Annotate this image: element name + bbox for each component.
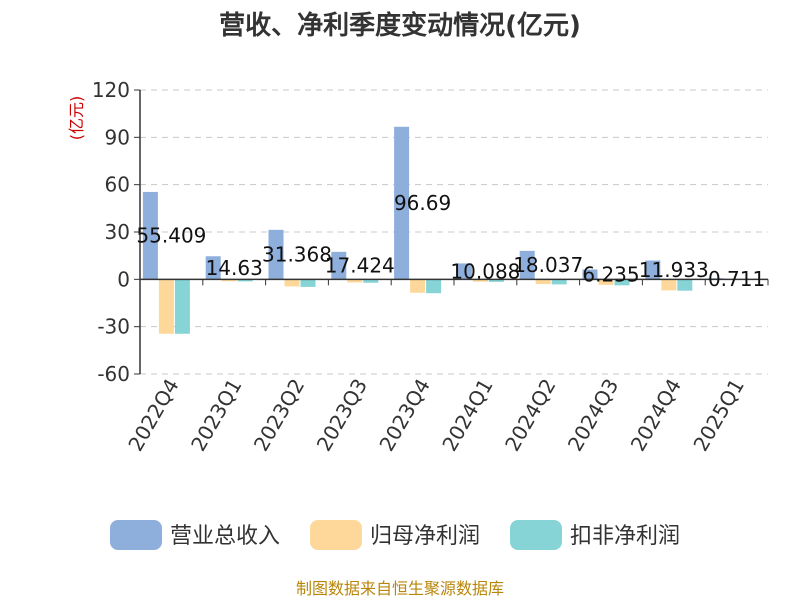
data-label: 17.424 xyxy=(325,254,395,278)
y-tick-label: 30 xyxy=(105,220,130,244)
x-tick-label: 2024Q1 xyxy=(437,375,497,456)
legend: 营业总收入 归母净利润 扣非净利润 xyxy=(110,520,680,550)
bar-2-2023Q4 xyxy=(410,279,426,293)
bar-3-2022Q4 xyxy=(174,279,190,334)
gridlines xyxy=(140,89,768,375)
y-tick-label: 0 xyxy=(117,267,130,291)
bar-1-2024Q2 xyxy=(519,250,535,280)
y-tick-label: -60 xyxy=(97,362,130,386)
x-axis-ticks: 2022Q4 2023Q1 2023Q2 2023Q3 2023Q4 2024Q1 2024… xyxy=(123,279,769,456)
data-label: 96.69 xyxy=(394,191,451,215)
x-tick-label: 2024Q2 xyxy=(500,375,560,456)
bar-2-2023Q2 xyxy=(284,279,300,287)
y-tick-label: 120 xyxy=(92,78,130,102)
bar-1-2022Q4 xyxy=(142,191,158,280)
data-label: 0.711 xyxy=(708,267,765,291)
x-tick-label: 2023Q2 xyxy=(249,375,309,456)
bar-1-2024Q4 xyxy=(645,260,661,280)
bar-3-2023Q4 xyxy=(426,279,442,294)
legend-swatch xyxy=(510,520,562,550)
data-label: 55.409 xyxy=(136,224,206,248)
bar-3-2024Q2 xyxy=(551,279,567,285)
data-label: 6.235 xyxy=(582,262,639,286)
x-tick-label: 2022Q4 xyxy=(123,375,183,456)
bars xyxy=(142,126,756,334)
data-label: 31.368 xyxy=(262,243,332,267)
bar-3-2024Q1 xyxy=(488,279,504,282)
x-tick-label: 2024Q4 xyxy=(626,375,686,456)
bar-1-2024Q1 xyxy=(456,263,472,280)
legend-label: 扣非净利润 xyxy=(570,524,680,549)
x-tick-label: 2025Q1 xyxy=(688,375,748,456)
bar-3-2023Q3 xyxy=(363,279,379,283)
bar-3-2024Q3 xyxy=(614,279,630,286)
y-tick-label: -30 xyxy=(97,315,130,339)
y-tick-label: 60 xyxy=(105,173,130,197)
source-note: 制图数据来自恒生聚源数据库 xyxy=(296,579,504,598)
bar-3-2023Q2 xyxy=(300,279,316,287)
y-axis-ticks: 120 90 60 30 0 -30 -60 xyxy=(92,78,140,386)
legend-swatch xyxy=(110,520,162,550)
bar-2-2023Q3 xyxy=(347,279,363,283)
legend-label: 营业总收入 xyxy=(170,524,280,549)
data-label: 18.037 xyxy=(513,253,583,277)
bar-3-2024Q4 xyxy=(677,279,693,291)
data-label: 10.088 xyxy=(450,259,520,283)
bar-2-2022Q4 xyxy=(158,279,174,334)
x-tick-label: 2023Q3 xyxy=(312,375,372,456)
bar-2-2024Q3 xyxy=(598,279,614,285)
legend-swatch xyxy=(310,520,362,550)
bar-2-2024Q2 xyxy=(535,279,551,285)
bar-1-2023Q1 xyxy=(205,256,221,280)
y-tick-label: 90 xyxy=(105,125,130,149)
y-axis-unit: (亿元) xyxy=(67,96,86,141)
bar-2-2023Q1 xyxy=(221,279,237,282)
bar-2-2024Q4 xyxy=(661,279,677,291)
bar-1-2023Q4 xyxy=(394,126,410,280)
bar-1-2023Q3 xyxy=(331,251,347,280)
x-tick-label: 2023Q4 xyxy=(374,375,434,456)
bar-1-2024Q3 xyxy=(582,269,598,280)
x-tick-label: 2024Q3 xyxy=(563,375,623,456)
bar-3-2023Q1 xyxy=(237,279,253,282)
data-label: 14.63 xyxy=(206,256,263,280)
chart-title: 营收、净利季度变动情况(亿元) xyxy=(219,10,581,41)
data-label: 11.933 xyxy=(639,258,709,282)
legend-label: 归母净利润 xyxy=(370,524,480,549)
bar-1-2023Q2 xyxy=(268,229,284,280)
x-tick-label: 2023Q1 xyxy=(186,375,246,456)
bar-2-2024Q1 xyxy=(472,279,488,282)
